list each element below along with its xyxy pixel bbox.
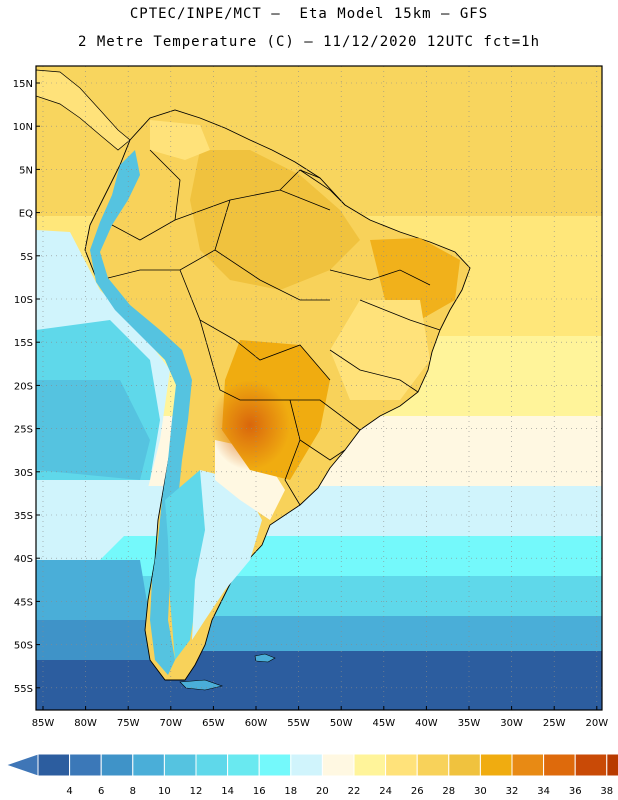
colorbar-cell [574, 753, 608, 777]
southeast-brazil [330, 300, 430, 400]
colorbar-cell [479, 753, 513, 777]
colorbar-cell [606, 753, 618, 777]
pacific-colder [36, 620, 180, 660]
pacific-cold [36, 560, 150, 620]
north-coast [150, 120, 210, 160]
colorbar-label: 16 [253, 786, 266, 797]
lon-label: 35W [458, 718, 481, 729]
colorbar-cell [258, 753, 292, 777]
colorbar-cell [511, 753, 545, 777]
colorbar-label: 12 [190, 786, 203, 797]
colorbar-label: 6 [98, 786, 104, 797]
colorbar-cell [132, 753, 165, 777]
colorbar-label: 38 [600, 786, 613, 797]
lon-label: 30W [500, 718, 523, 729]
colorbar-cell [195, 753, 229, 777]
colorbar: 4 6 8 10 12 14 16 18 20 22 24 26 28 30 32 34 36 38 [4, 753, 618, 797]
colorbar-cell [69, 753, 102, 777]
colorbar-cell [385, 753, 418, 777]
lon-label: 85W [32, 718, 55, 729]
colorbar-cell [100, 753, 134, 777]
chart-title: CPTEC/INPE/MCT – Eta Model 15km – GFS [129, 6, 489, 22]
longitude-labels: 85W 80W 75W 70W 65W 60W 55W 50W 45W 40W 35W 30W 25W 2… [32, 706, 608, 729]
colorbar-label: 24 [379, 786, 392, 797]
lon-label: 50W [330, 718, 353, 729]
lat-label: 15N [13, 79, 33, 90]
andes-cold [90, 150, 192, 675]
lon-label: 25W [543, 718, 566, 729]
colorbar-cell [290, 753, 323, 777]
colorbar-label: 28 [442, 786, 455, 797]
lon-label: 40W [415, 718, 438, 729]
lon-label: 20W [585, 718, 608, 729]
lon-label: 70W [159, 718, 182, 729]
falkland-islands [254, 653, 276, 663]
lat-label: 20S [14, 381, 33, 392]
colorbar-cell [416, 753, 450, 777]
colorbar-cell [163, 753, 197, 777]
central-america [36, 69, 131, 151]
lat-label: 55S [14, 684, 33, 695]
colorbar-label: 14 [221, 786, 234, 797]
colorbar-label: 34 [537, 786, 550, 797]
lat-label: 30S [14, 468, 33, 479]
colorbar-label: 36 [569, 786, 582, 797]
lat-label: 40S [14, 554, 33, 565]
latitude-labels: 15N 10N 5N EQ 5S 10S 15S 20S 25S 30S 35S 40S 45S 50S 5… [13, 79, 40, 695]
lon-label: 60W [245, 718, 268, 729]
patagonia-mild [192, 470, 262, 640]
lon-label: 55W [287, 718, 310, 729]
lon-label: 75W [117, 718, 140, 729]
temperature-map: 15N 10N 5N EQ 5S 10S 15S 20S 25S 30S 35S 40S 45S 50S 5… [13, 65, 608, 729]
lat-label: 25S [14, 425, 33, 436]
lat-label: 5S [20, 252, 33, 263]
lon-label: 45W [372, 718, 395, 729]
colorbar-label: 8 [130, 786, 136, 797]
colorbar-label: 32 [506, 786, 519, 797]
chart-subtitle: 2 Metre Temperature (C) – 11/12/2020 12U… [77, 34, 540, 50]
colorbar-label: 20 [316, 786, 329, 797]
map-frame [35, 65, 603, 711]
lat-label: 10S [14, 295, 33, 306]
lat-label: 5N [19, 165, 33, 176]
hot-core [210, 380, 290, 470]
colorbar-label: 22 [348, 786, 361, 797]
colorbar-cell [353, 753, 387, 777]
colorbar-label: 4 [66, 786, 72, 797]
amazon-warm [190, 150, 360, 290]
colorbar-cell [37, 753, 71, 777]
colorbar-label: 26 [411, 786, 424, 797]
band-coldest [36, 651, 602, 710]
colorbar-cell [321, 753, 355, 777]
lat-label: 15S [14, 338, 33, 349]
country-borders [107, 149, 441, 506]
lon-label: 80W [74, 718, 97, 729]
northeast-hot [370, 238, 460, 320]
colorbar-left-arrow [4, 753, 39, 777]
temperature-field [36, 66, 602, 710]
colorbar-label: 18 [284, 786, 297, 797]
pacific-cool-2 [36, 380, 150, 480]
colorbar-cell [543, 753, 576, 777]
lon-label: 65W [202, 718, 225, 729]
lat-label: EQ [19, 209, 33, 220]
lat-label: 10N [13, 122, 33, 133]
colorbar-label: 10 [158, 786, 171, 797]
lat-label: 45S [14, 597, 33, 608]
lat-label: 35S [14, 511, 33, 522]
colorbar-cell [448, 753, 481, 777]
lat-label: 50S [14, 641, 33, 652]
colorbar-label: 30 [474, 786, 487, 797]
patagonia-cool [165, 470, 215, 660]
colorbar-cell [227, 753, 260, 777]
